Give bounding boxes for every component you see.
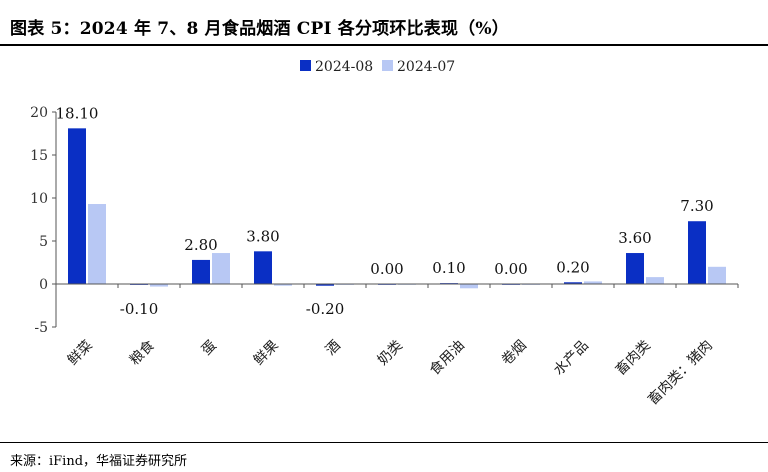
category-label: 奶类 — [375, 338, 406, 369]
data-label: -0.20 — [306, 300, 344, 318]
category-label: 水产品 — [551, 338, 592, 379]
data-label: -0.10 — [120, 300, 158, 318]
category-label: 粮食 — [126, 337, 158, 369]
y-tick-label: 10 — [30, 191, 48, 207]
legend-label-2024-08: 2024-08 — [315, 59, 373, 75]
category-label: 卷烟 — [499, 338, 530, 369]
category-label: 鲜菜 — [65, 338, 96, 369]
y-tick-label: -5 — [34, 320, 48, 336]
data-label: 0.00 — [370, 260, 403, 278]
bars — [68, 128, 726, 289]
title-bar: 图表 5：2024 年 7、8 月食品烟酒 CPI 各分项环比表现（%） — [0, 0, 768, 46]
source-bar: 来源：iFind，华福证券研究所 — [0, 442, 768, 472]
category-label: 畜肉类 — [613, 338, 654, 379]
bar-2024-08-0 — [68, 128, 86, 284]
category-label: 蛋 — [199, 338, 220, 359]
bar-2024-07-1 — [150, 284, 168, 287]
bar-2024-07-0 — [88, 204, 106, 284]
bar-2024-07-6 — [460, 284, 478, 289]
chart-title: 图表 5：2024 年 7、8 月食品烟酒 CPI 各分项环比表现（%） — [10, 19, 509, 39]
x-axis — [55, 283, 739, 288]
category-label: 畜肉类：猪肉 — [645, 338, 716, 409]
legend-swatch-2024-07 — [382, 60, 393, 71]
category-label: 鲜果 — [251, 338, 282, 369]
bar-2024-07-2 — [212, 253, 230, 284]
bar-2024-08-4 — [316, 284, 334, 286]
data-label: 0.10 — [432, 259, 465, 277]
bar-2024-07-3 — [274, 284, 292, 286]
data-label: 0.00 — [494, 260, 527, 278]
category-label: 食用油 — [426, 337, 468, 379]
y-tick-label: 15 — [30, 148, 48, 164]
legend-label-2024-07: 2024-07 — [397, 59, 455, 75]
bar-2024-07-9 — [646, 277, 664, 284]
legend: 2024-08 2024-07 — [300, 59, 455, 75]
bar-2024-08-9 — [626, 253, 644, 284]
y-axis: 20 15 10 5 0 -5 — [30, 105, 57, 336]
data-label: 0.20 — [556, 258, 589, 276]
legend-swatch-2024-08 — [300, 60, 311, 71]
bar-chart: 2024-08 2024-07 20 15 10 5 0 -5 18.10 -0.10 2.80… — [30, 59, 739, 408]
bar-2024-08-3 — [254, 251, 272, 284]
bar-2024-08-10 — [688, 221, 706, 284]
category-label: 酒 — [323, 338, 344, 359]
y-tick-label: 20 — [30, 105, 48, 121]
bar-2024-08-8 — [564, 282, 582, 284]
data-label: 3.60 — [618, 229, 651, 247]
data-label: 3.80 — [246, 227, 279, 245]
data-label: 7.30 — [680, 197, 713, 215]
y-tick-label: 5 — [39, 234, 48, 250]
source-note: 来源：iFind，华福证券研究所 — [10, 454, 188, 469]
bar-2024-07-10 — [708, 266, 726, 284]
data-labels: 18.10 -0.10 2.80 3.80 -0.20 0.00 0.10 0.00 0.20 3… — [56, 104, 714, 318]
data-label: 18.10 — [56, 104, 99, 122]
bar-2024-08-2 — [192, 259, 210, 284]
bar-2024-07-8 — [584, 281, 602, 284]
y-tick-label: 0 — [39, 277, 48, 293]
data-label: 2.80 — [184, 236, 217, 254]
